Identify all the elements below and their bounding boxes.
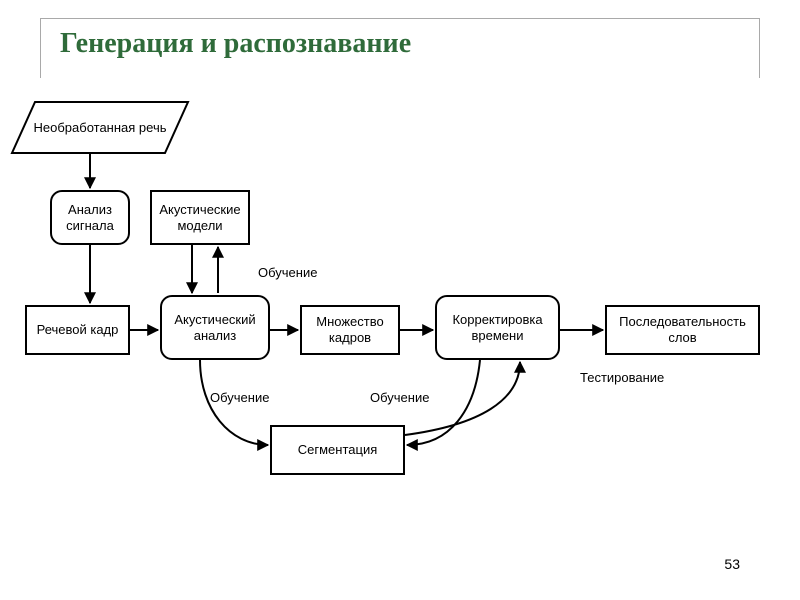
edge-label-training-right: Обучение (370, 390, 429, 405)
slide-title: Генерация и распознавание (60, 28, 411, 60)
page-number: 53 (724, 556, 740, 572)
edge-label-testing: Тестирование (580, 370, 664, 385)
edge-label-training-left: Обучение (210, 390, 269, 405)
flowchart-diagram: Необработанная речь Анализ сигнала Акуст… (0, 80, 800, 520)
edge-label-training-top: Обучение (258, 265, 317, 280)
flowchart-arrows (0, 80, 800, 520)
